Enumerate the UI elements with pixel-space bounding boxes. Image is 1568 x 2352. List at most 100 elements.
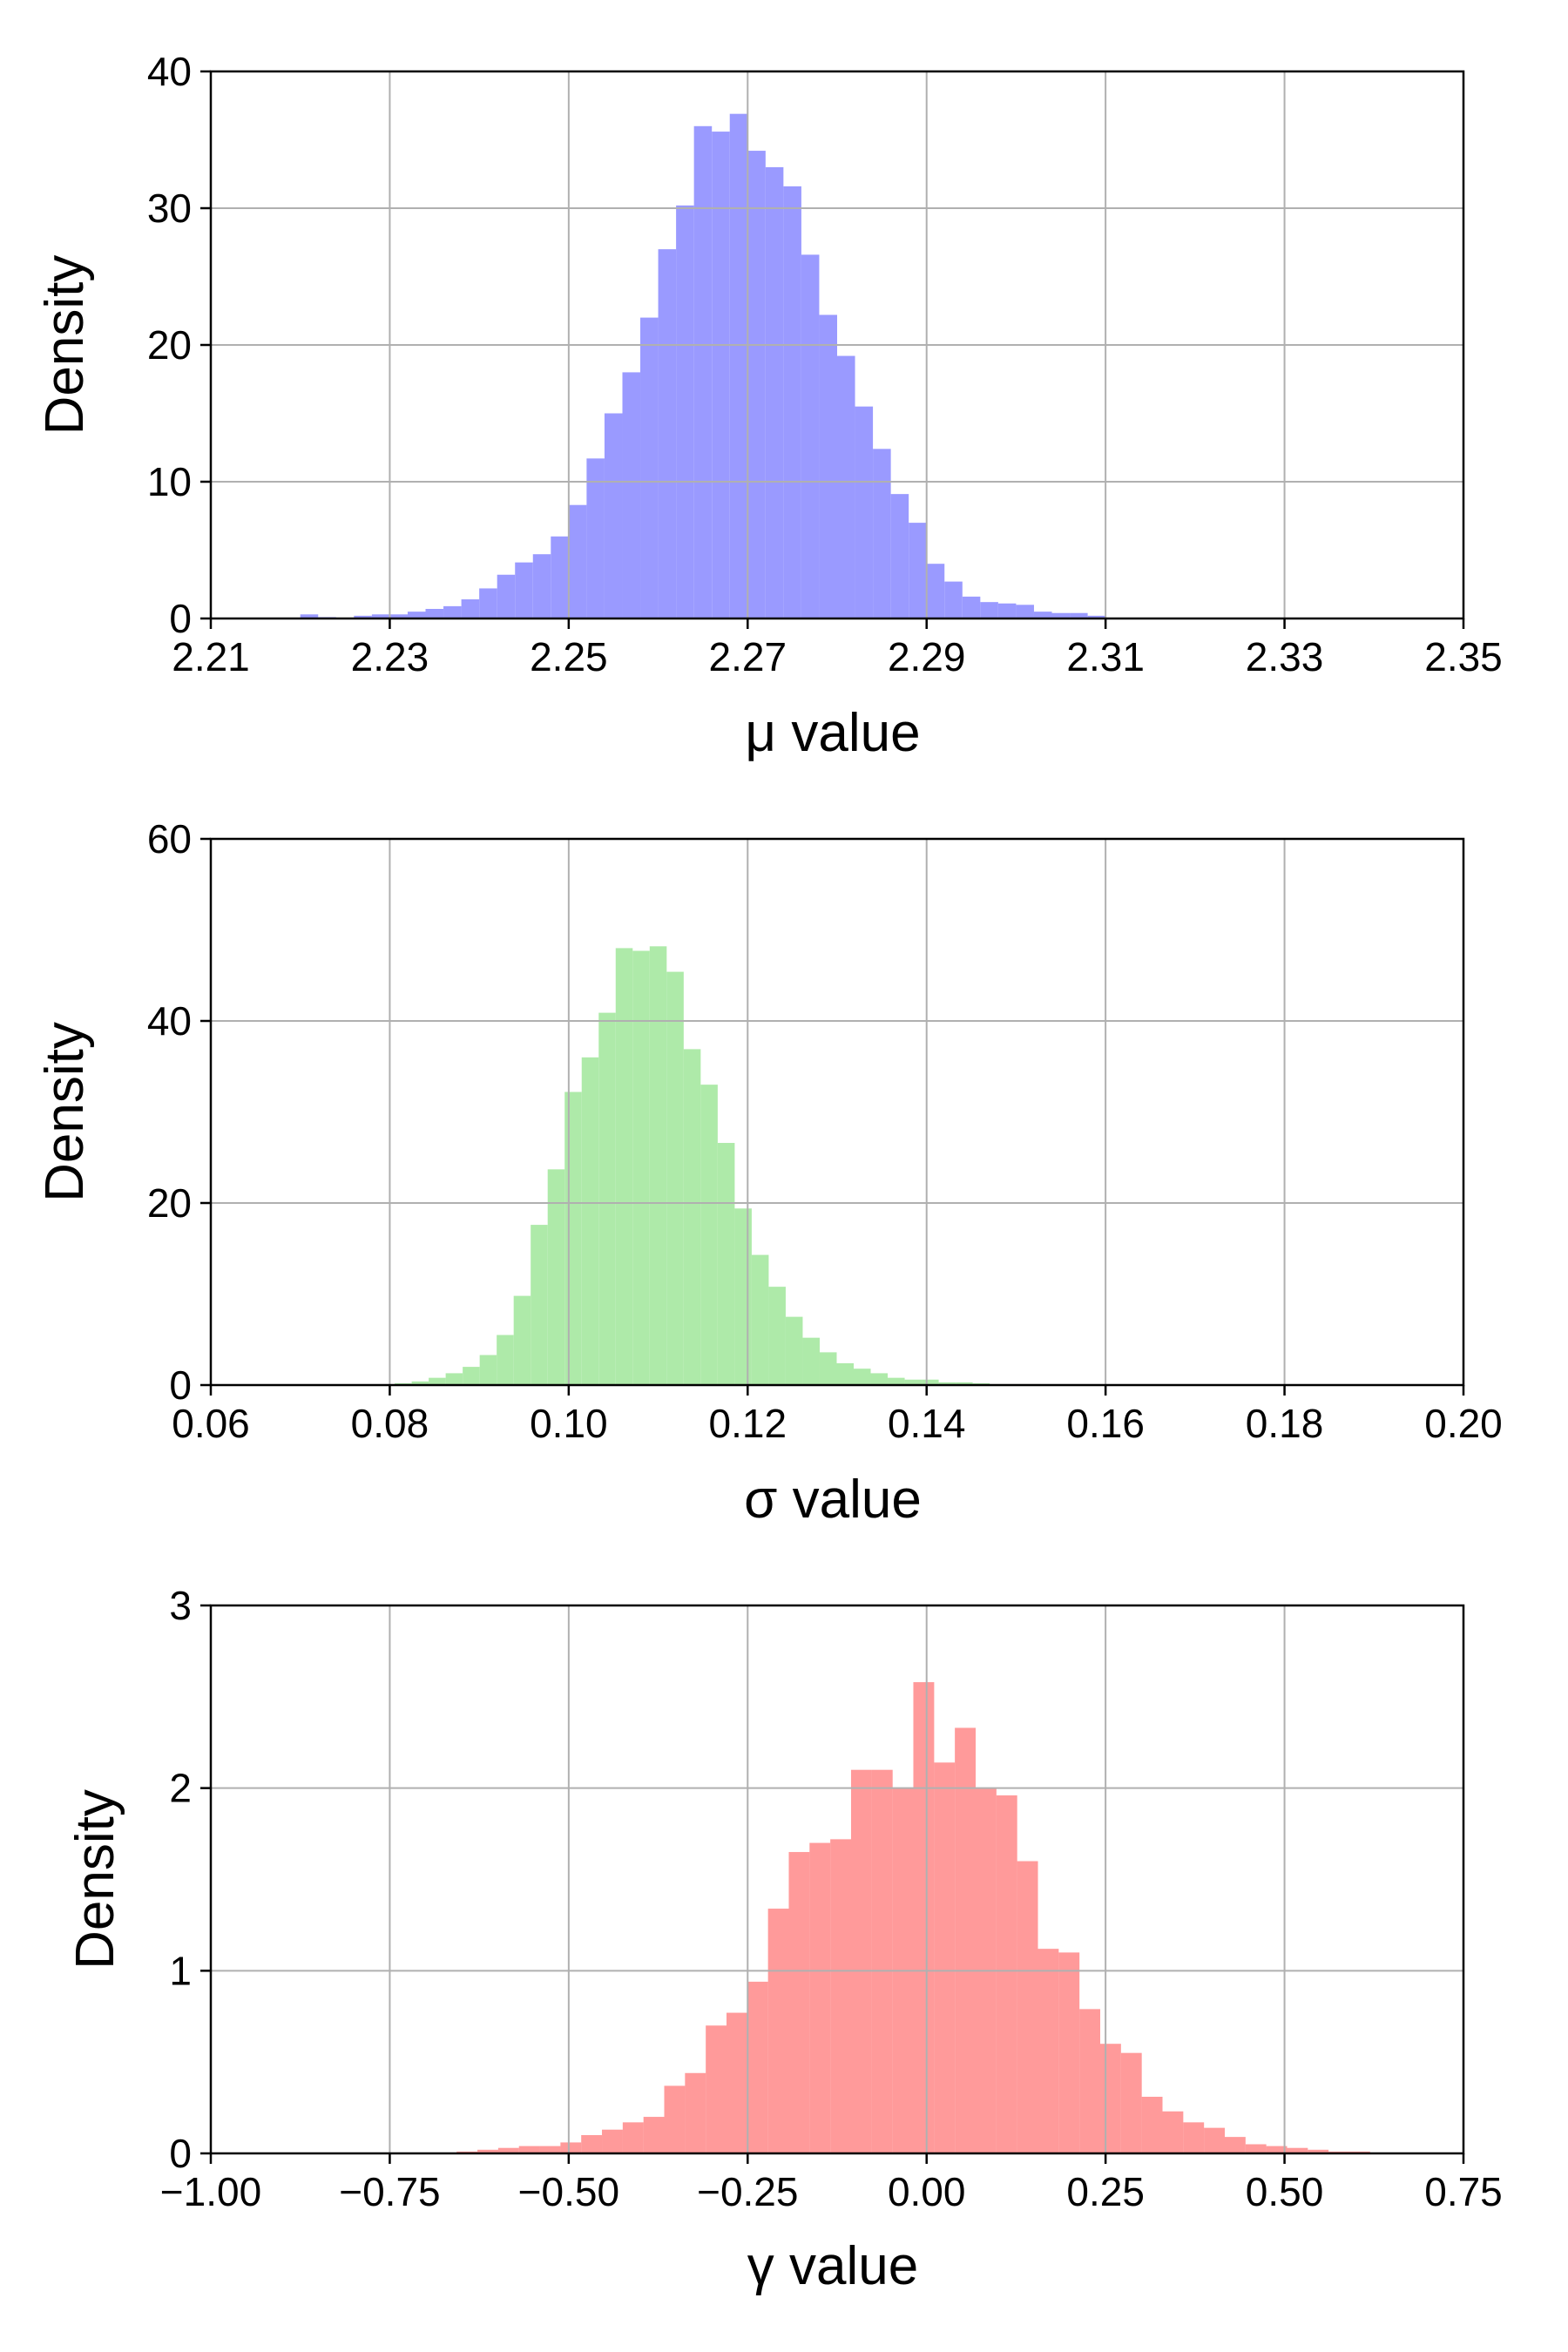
mu-histogram-bar [532, 554, 551, 618]
gamma-histogram-panel: −1.00 −0.75 −0.50 −0.25 0.00 0.25 0.50 0.75 0 1 2 3… [65, 1583, 1503, 2296]
mu-histogram-bar [371, 614, 390, 618]
sigma-axes-frame [209, 837, 1465, 1387]
gamma-histogram-bar [560, 2142, 582, 2153]
mu-histogram-bar [425, 609, 444, 618]
mu-histogram-bar [873, 449, 891, 618]
sigma-histogram-bar [632, 950, 650, 1385]
mu-x-tick-label: 2.25 [530, 634, 608, 679]
gamma-histogram-bar [643, 2117, 665, 2153]
gamma-histogram-bar [1224, 2137, 1246, 2153]
mu-histogram-bar [693, 125, 713, 619]
sigma-histogram-bar [922, 1379, 939, 1385]
mu-histogram-bar [747, 151, 766, 618]
mu-x-tick-label: 2.21 [172, 634, 250, 679]
sigma-x-tick-label: 0.18 [1246, 1401, 1324, 1446]
sigma-histogram-bar [615, 948, 633, 1385]
mu-x-tick-label: 2.35 [1424, 634, 1503, 679]
sigma-histogram-bar [411, 1381, 429, 1385]
sigma-x-tick-label: 0.12 [709, 1401, 787, 1446]
gamma-x-axis-label: γ value [747, 2236, 918, 2296]
mu-histogram-bar [801, 254, 820, 618]
mu-histogram-bar [568, 504, 587, 618]
gamma-y-tick-label: 0 [169, 2131, 192, 2176]
gamma-histogram-bar [539, 2146, 561, 2153]
gamma-histogram-bar [497, 2147, 519, 2153]
sigma-histogram-bar [649, 946, 667, 1385]
sigma-histogram-bar [836, 1362, 855, 1385]
mu-axes-frame [209, 70, 1465, 620]
gamma-histogram-bar [767, 1909, 789, 2153]
gamma-histogram-bar [809, 1842, 831, 2153]
sigma-histogram-bar [854, 1369, 871, 1385]
sigma-y-axis-label: Density [35, 1022, 95, 1202]
mu-histogram-bar [837, 355, 855, 618]
sigma-histogram-bar [463, 1367, 480, 1385]
sigma-histogram-bar [904, 1379, 923, 1385]
mu-x-tick-label: 2.33 [1246, 634, 1324, 679]
mu-x-tick-label: 2.27 [709, 634, 787, 679]
sigma-y-tick-label: 60 [147, 816, 192, 862]
mu-histogram-bar [389, 614, 408, 618]
mu-x-tick-label: 2.31 [1066, 634, 1145, 679]
mu-histogram-bar [729, 113, 748, 619]
sigma-histogram-bar [956, 1382, 973, 1385]
mu-y-tick-label: 20 [147, 322, 192, 368]
gamma-histogram-bar [955, 1727, 977, 2153]
gamma-x-tick-label: −0.75 [339, 2169, 440, 2214]
sigma-histogram-bar [700, 1085, 718, 1385]
sigma-histogram-panel: 0.06 0.08 0.10 0.12 0.14 0.16 0.18 0.20 0 20 40 60 σ… [35, 816, 1503, 1530]
mu-histogram-bar [658, 249, 677, 618]
gamma-histogram-bar [581, 2135, 603, 2153]
mu-histogram-bar [515, 562, 533, 618]
gamma-histogram-bar [706, 2025, 727, 2153]
mu-histogram-bar [586, 458, 605, 618]
mu-histogram-bar [622, 372, 641, 618]
sigma-histogram-bar [666, 971, 684, 1385]
mu-histogram-bar [944, 581, 963, 618]
sigma-x-tick-label: 0.16 [1066, 1401, 1145, 1446]
mu-y-tick-label: 30 [147, 186, 192, 231]
sigma-histogram-bar [683, 1049, 701, 1385]
mu-y-tick-label: 10 [147, 459, 192, 504]
sigma-histogram-bar [564, 1092, 582, 1385]
gamma-histogram-bar [602, 2129, 623, 2153]
gamma-histogram-bar [996, 1795, 1017, 2153]
mu-y-tick-label: 40 [147, 49, 192, 94]
mu-histogram-bar [819, 314, 837, 618]
gamma-histogram-bar [871, 1769, 893, 2153]
mu-histogram-bar [1070, 612, 1088, 618]
sigma-histogram-bar [802, 1337, 820, 1385]
sigma-histogram-bar [938, 1382, 956, 1385]
sigma-y-tick-label: 0 [169, 1362, 192, 1408]
mu-histogram-bar [855, 406, 874, 618]
gamma-histogram-bar [747, 1981, 768, 2153]
mu-x-axis-label: μ value [745, 703, 920, 763]
gamma-y-tick-label: 2 [169, 1766, 192, 1811]
mu-histogram-bar [604, 413, 623, 618]
gamma-histogram-bar [1162, 2111, 1184, 2153]
gamma-histogram-bar [1099, 2044, 1121, 2153]
mu-histogram-bar [962, 596, 981, 618]
gamma-axes-frame [209, 1604, 1465, 2155]
gamma-histogram-bar [1308, 2149, 1329, 2153]
mu-histogram-bar [443, 605, 462, 618]
sigma-histogram-bar [717, 1143, 735, 1385]
mu-histogram-bar [1033, 612, 1052, 618]
gamma-histogram-bar [1120, 2052, 1142, 2153]
sigma-histogram-bar [598, 1012, 616, 1385]
mu-histogram-bar [980, 602, 998, 618]
mu-histogram-bar [479, 588, 497, 618]
sigma-histogram-bar [819, 1352, 837, 1385]
sigma-histogram-bar [547, 1169, 565, 1385]
mu-histogram-bar [783, 186, 801, 618]
mu-histogram-bar [354, 615, 372, 618]
sigma-histogram-bar [888, 1377, 905, 1385]
mu-histogram-bar [712, 132, 730, 618]
mu-histogram-bar [890, 494, 909, 618]
gamma-histogram-bar [477, 2149, 498, 2153]
sigma-y-tick-label: 20 [147, 1180, 192, 1226]
gamma-histogram-bar [850, 1769, 872, 2153]
mu-histogram-bar [765, 166, 784, 618]
gamma-histogram-bar [1266, 2146, 1288, 2153]
